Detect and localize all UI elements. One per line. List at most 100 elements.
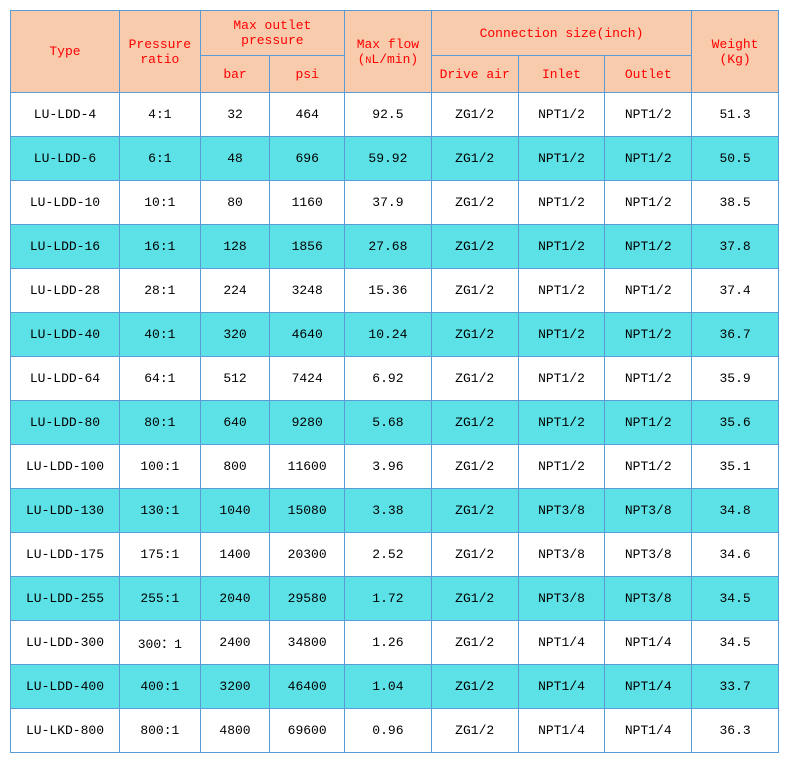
- table-row: LU-LDD-8080:164092805.68ZG1/2NPT1/2NPT1/…: [11, 401, 779, 445]
- cell-type: LU-LDD-64: [11, 357, 120, 401]
- cell-bar: 80: [200, 181, 270, 225]
- cell-psi: 7424: [270, 357, 345, 401]
- cell-type: LU-LDD-80: [11, 401, 120, 445]
- cell-outlet: NPT1/2: [605, 357, 692, 401]
- cell-drive: ZG1/2: [431, 445, 518, 489]
- cell-drive: ZG1/2: [431, 665, 518, 709]
- cell-bar: 128: [200, 225, 270, 269]
- cell-inlet: NPT1/2: [518, 181, 605, 225]
- cell-bar: 2040: [200, 577, 270, 621]
- cell-inlet: NPT3/8: [518, 533, 605, 577]
- cell-ratio: 400:1: [119, 665, 200, 709]
- header-outlet: Outlet: [605, 56, 692, 93]
- cell-psi: 15080: [270, 489, 345, 533]
- cell-type: LU-LKD-800: [11, 709, 120, 753]
- cell-bar: 2400: [200, 621, 270, 665]
- cell-ratio: 10:1: [119, 181, 200, 225]
- cell-bar: 3200: [200, 665, 270, 709]
- cell-inlet: NPT1/2: [518, 269, 605, 313]
- cell-drive: ZG1/2: [431, 577, 518, 621]
- cell-outlet: NPT1/2: [605, 93, 692, 137]
- cell-bar: 1400: [200, 533, 270, 577]
- cell-psi: 696: [270, 137, 345, 181]
- cell-bar: 640: [200, 401, 270, 445]
- cell-psi: 9280: [270, 401, 345, 445]
- cell-psi: 46400: [270, 665, 345, 709]
- cell-inlet: NPT1/2: [518, 93, 605, 137]
- cell-weight: 37.4: [692, 269, 779, 313]
- cell-psi: 29580: [270, 577, 345, 621]
- cell-outlet: NPT3/8: [605, 489, 692, 533]
- cell-inlet: NPT1/2: [518, 137, 605, 181]
- cell-outlet: NPT1/4: [605, 665, 692, 709]
- cell-ratio: 16:1: [119, 225, 200, 269]
- cell-psi: 4640: [270, 313, 345, 357]
- cell-psi: 69600: [270, 709, 345, 753]
- cell-psi: 20300: [270, 533, 345, 577]
- cell-drive: ZG1/2: [431, 709, 518, 753]
- cell-bar: 1040: [200, 489, 270, 533]
- table-row: LU-LDD-1616:1128185627.68ZG1/2NPT1/2NPT1…: [11, 225, 779, 269]
- cell-drive: ZG1/2: [431, 225, 518, 269]
- table-row: LU-LDD-100100:1800116003.96ZG1/2NPT1/2NP…: [11, 445, 779, 489]
- cell-flow: 3.96: [345, 445, 432, 489]
- cell-psi: 34800: [270, 621, 345, 665]
- cell-inlet: NPT1/2: [518, 313, 605, 357]
- header-max-outlet: Max outletpressure: [200, 11, 344, 56]
- cell-weight: 38.5: [692, 181, 779, 225]
- cell-weight: 34.5: [692, 577, 779, 621]
- cell-inlet: NPT1/4: [518, 709, 605, 753]
- cell-inlet: NPT1/4: [518, 665, 605, 709]
- cell-flow: 59.92: [345, 137, 432, 181]
- cell-type: LU-LDD-10: [11, 181, 120, 225]
- table-row: LU-LDD-175175:11400203002.52ZG1/2NPT3/8N…: [11, 533, 779, 577]
- table-row: LU-LDD-44:13246492.5ZG1/2NPT1/2NPT1/251.…: [11, 93, 779, 137]
- table-row: LU-LDD-2828:1224324815.36ZG1/2NPT1/2NPT1…: [11, 269, 779, 313]
- cell-flow: 2.52: [345, 533, 432, 577]
- cell-type: LU-LDD-4: [11, 93, 120, 137]
- table-row: LU-LDD-130130:11040150803.38ZG1/2NPT3/8N…: [11, 489, 779, 533]
- cell-outlet: NPT1/2: [605, 181, 692, 225]
- table-row: LU-LDD-6464:151274246.92ZG1/2NPT1/2NPT1/…: [11, 357, 779, 401]
- cell-flow: 27.68: [345, 225, 432, 269]
- cell-type: LU-LDD-175: [11, 533, 120, 577]
- cell-flow: 0.96: [345, 709, 432, 753]
- cell-flow: 1.72: [345, 577, 432, 621]
- header-bar: bar: [200, 56, 270, 93]
- cell-ratio: 80:1: [119, 401, 200, 445]
- cell-type: LU-LDD-16: [11, 225, 120, 269]
- cell-drive: ZG1/2: [431, 93, 518, 137]
- cell-flow: 1.26: [345, 621, 432, 665]
- cell-inlet: NPT1/2: [518, 401, 605, 445]
- cell-weight: 36.7: [692, 313, 779, 357]
- cell-psi: 3248: [270, 269, 345, 313]
- cell-ratio: 800:1: [119, 709, 200, 753]
- cell-drive: ZG1/2: [431, 269, 518, 313]
- cell-type: LU-LDD-255: [11, 577, 120, 621]
- cell-outlet: NPT3/8: [605, 577, 692, 621]
- cell-bar: 48: [200, 137, 270, 181]
- cell-weight: 34.6: [692, 533, 779, 577]
- header-connection: Connection size(inch): [431, 11, 691, 56]
- table-row: LU-LDD-300300：12400348001.26ZG1/2NPT1/4N…: [11, 621, 779, 665]
- header-inlet: Inlet: [518, 56, 605, 93]
- cell-type: LU-LDD-100: [11, 445, 120, 489]
- cell-weight: 34.5: [692, 621, 779, 665]
- cell-ratio: 40:1: [119, 313, 200, 357]
- cell-flow: 15.36: [345, 269, 432, 313]
- cell-weight: 33.7: [692, 665, 779, 709]
- cell-type: LU-LDD-130: [11, 489, 120, 533]
- cell-ratio: 255:1: [119, 577, 200, 621]
- table-row: LU-LDD-255255:12040295801.72ZG1/2NPT3/8N…: [11, 577, 779, 621]
- table-row: LU-LDD-1010:180116037.9ZG1/2NPT1/2NPT1/2…: [11, 181, 779, 225]
- cell-ratio: 6:1: [119, 137, 200, 181]
- cell-psi: 1856: [270, 225, 345, 269]
- cell-outlet: NPT1/2: [605, 445, 692, 489]
- cell-drive: ZG1/2: [431, 313, 518, 357]
- cell-type: LU-LDD-6: [11, 137, 120, 181]
- cell-type: LU-LDD-300: [11, 621, 120, 665]
- cell-drive: ZG1/2: [431, 533, 518, 577]
- cell-flow: 10.24: [345, 313, 432, 357]
- cell-flow: 3.38: [345, 489, 432, 533]
- cell-ratio: 4:1: [119, 93, 200, 137]
